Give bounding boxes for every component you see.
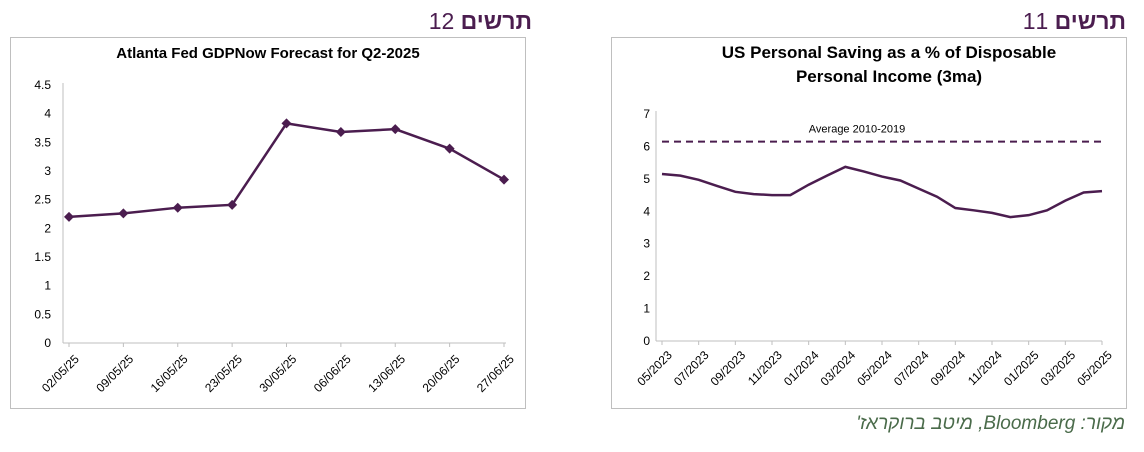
x-tick-label: 27/06/25 <box>474 352 517 395</box>
data-point-marker <box>444 143 455 154</box>
y-tick-label: 2 <box>44 221 51 235</box>
chart-12-caption: תרשים 12 <box>402 8 532 38</box>
x-tick-label: 05/2023 <box>634 348 675 389</box>
data-point-marker <box>118 208 129 219</box>
x-tick-label: 03/2025 <box>1038 348 1079 389</box>
y-tick-label: 1.5 <box>34 250 51 264</box>
y-tick-label: 4 <box>643 204 650 218</box>
caption-word: תרשים <box>1054 8 1126 34</box>
y-tick-label: 3.5 <box>34 135 51 149</box>
x-tick-label: 11/2023 <box>745 348 785 388</box>
x-tick-label: 07/2023 <box>671 348 712 389</box>
x-tick-label: 20/06/25 <box>420 352 463 395</box>
x-tick-label: 03/2024 <box>818 348 859 389</box>
chart-title-line-2: Personal Income (3ma) <box>796 67 982 86</box>
data-point-marker <box>227 199 238 210</box>
saving-rate-chart-frame: US Personal Saving as a % of Disposable P… <box>611 37 1127 409</box>
x-tick-label: 05/2024 <box>854 348 895 389</box>
y-tick-label: 0 <box>643 334 650 348</box>
y-tick-label: 5 <box>643 172 650 186</box>
y-tick-label: 1 <box>44 279 51 293</box>
chart-title: Atlanta Fed GDPNow Forecast for Q2-2025 <box>116 45 419 62</box>
x-tick-label: 07/2024 <box>891 348 932 389</box>
x-tick-label: 09/2024 <box>928 348 969 389</box>
y-tick-label: 6 <box>643 139 650 153</box>
y-tick-label: 4 <box>44 107 51 121</box>
y-tick-label: 1 <box>643 302 650 316</box>
x-tick-label: 09/05/25 <box>93 352 136 395</box>
y-tick-label: 0.5 <box>34 307 51 321</box>
chart-title-line-1: US Personal Saving as a % of Disposable <box>722 43 1056 62</box>
y-tick-label: 0 <box>44 336 51 350</box>
data-point-marker <box>64 211 74 222</box>
x-tick-label: 09/2023 <box>708 348 749 389</box>
saving-rate-chart: US Personal Saving as a % of Disposable P… <box>634 43 1115 389</box>
gdpnow-chart-frame: Atlanta Fed GDPNow Forecast for Q2-2025 0… <box>10 37 526 409</box>
data-point-marker <box>499 174 509 185</box>
source-note: מקור: Bloomberg, מיטב ברוקראז' <box>856 413 1125 434</box>
data-point-marker <box>281 118 292 129</box>
data-point-marker <box>335 127 346 138</box>
x-tick-label: 13/06/25 <box>365 352 408 395</box>
saving-rate-series-line <box>661 165 1103 219</box>
x-tick-label: 05/2025 <box>1074 348 1115 389</box>
x-tick-label: 01/2025 <box>1001 348 1042 389</box>
gdpnow-series-line <box>68 122 505 219</box>
x-tick-label: 02/05/25 <box>39 352 82 395</box>
data-point-marker <box>390 124 401 135</box>
x-tick-label: 11/2024 <box>965 348 1005 388</box>
y-tick-label: 4.5 <box>34 78 51 92</box>
y-tick-label: 2.5 <box>34 193 51 207</box>
caption-word: תרשים <box>460 8 532 34</box>
y-tick-label: 2 <box>643 269 650 283</box>
y-tick-label: 7 <box>643 107 650 121</box>
reference-line-label: Average 2010-2019 <box>809 124 905 136</box>
caption-number: 11 <box>1022 8 1049 34</box>
x-tick-label: 30/05/25 <box>256 352 299 395</box>
x-tick-label: 06/06/25 <box>311 352 354 395</box>
chart-11-caption: תרשים 11 <box>996 8 1126 38</box>
y-tick-label: 3 <box>44 164 51 178</box>
data-point-marker <box>172 202 183 213</box>
x-tick-label: 16/05/25 <box>148 352 191 395</box>
y-tick-label: 3 <box>643 237 650 251</box>
gdpnow-chart: Atlanta Fed GDPNow Forecast for Q2-2025 0… <box>34 45 517 395</box>
caption-number: 12 <box>428 8 455 34</box>
x-tick-label: 01/2024 <box>781 348 822 389</box>
x-tick-label: 23/05/25 <box>202 352 245 395</box>
